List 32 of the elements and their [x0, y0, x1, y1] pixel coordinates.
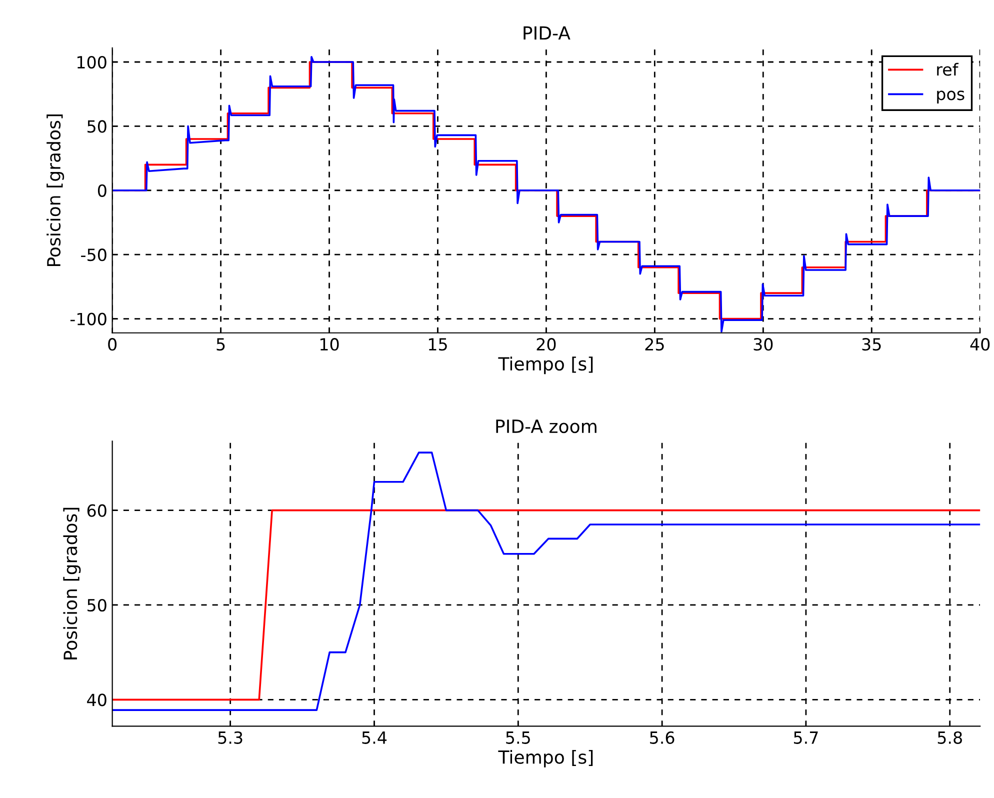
x-tick-label: 5.5	[506, 732, 530, 744]
x-tick-label: 25	[645, 338, 664, 351]
y-axis-title: Posicion [grados]	[46, 114, 64, 266]
y-tick-label: -100	[70, 312, 106, 326]
line-series	[112, 452, 980, 711]
x-tick-label: 30	[754, 338, 773, 351]
y-axis-title: Posicion [grados]	[63, 508, 81, 660]
y-tick-label: 100	[77, 56, 106, 69]
legend-label: pos	[937, 90, 964, 104]
x-tick-label: 20	[536, 338, 556, 351]
y-tick-label: 60	[87, 504, 106, 517]
x-tick-label: 0	[108, 338, 117, 351]
y-tick-label: 40	[87, 694, 106, 706]
chart-title: PID-A	[524, 26, 570, 40]
y-tick-label: 50	[88, 598, 106, 612]
legend-label: ref	[937, 62, 959, 76]
x-tick-label: 5.8	[938, 731, 962, 744]
x-tick-label: 5.3	[218, 731, 242, 744]
x-tick-label: 15	[428, 338, 447, 351]
x-tick-label: 5.6	[650, 731, 674, 744]
chart-title: PID-A zoom	[496, 420, 596, 434]
x-tick-label: 10	[320, 338, 339, 351]
y-tick-label: 0	[98, 184, 106, 197]
x-tick-label: 40	[970, 338, 990, 351]
x-axis-title: Tiempo [s]	[498, 750, 593, 768]
x-tick-label: 5.7	[794, 732, 818, 744]
x-tick-label: 35	[862, 338, 881, 351]
x-tick-label: 5	[216, 338, 225, 351]
x-axis-title: Tiempo [s]	[498, 356, 593, 374]
x-tick-label: 5.4	[362, 732, 387, 744]
y-tick-label: 50	[88, 120, 106, 133]
y-tick-label: -50	[81, 248, 106, 262]
